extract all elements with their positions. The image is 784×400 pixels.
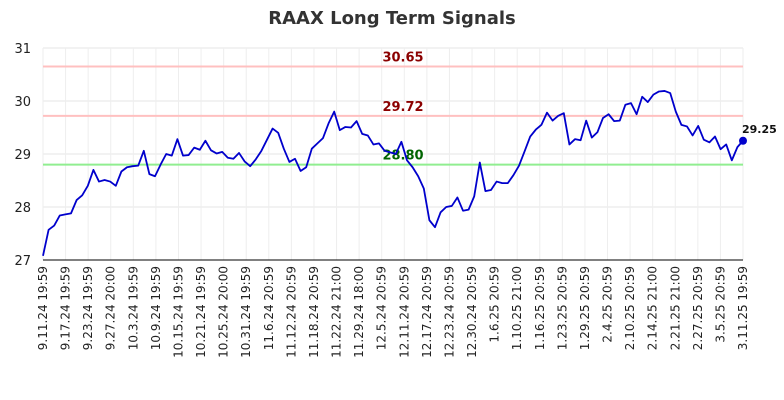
x-tick-label: 2.10.25 20:59	[623, 266, 637, 350]
x-tick-label: 10.25.24 20:00	[217, 266, 231, 358]
x-tick-label: 12.23.24 20:59	[442, 266, 456, 358]
x-tick-label: 1.6.25 20:59	[488, 266, 502, 343]
last-point-marker	[739, 136, 747, 145]
x-tick-label: 11.12.24 20:59	[284, 266, 298, 358]
x-tick-label: 12.30.24 20:59	[465, 266, 479, 358]
x-tick-label: 9.27.24 20:00	[104, 266, 118, 350]
x-tick-label: 1.16.25 20:59	[533, 266, 547, 350]
x-tick-label: 1.29.25 20:59	[578, 266, 592, 350]
y-tick-label: 27	[14, 254, 31, 269]
y-tick-label: 30	[14, 95, 31, 110]
x-tick-label: 10.15.24 19:59	[171, 266, 185, 358]
x-tick-label: 1.10.25 21:00	[510, 266, 524, 350]
x-tick-label: 3.5.25 20:59	[713, 266, 727, 343]
x-tick-label: 11.29.24 18:00	[352, 266, 366, 358]
x-tick-label: 3.11.25 19:59	[736, 266, 750, 350]
x-tick-label: 10.31.24 19:59	[239, 266, 253, 358]
x-tick-label: 12.17.24 20:59	[420, 266, 434, 358]
reference-line-label: 30.65	[382, 51, 423, 66]
reference-line-label: 28.80	[382, 149, 423, 164]
chart-title: RAAX Long Term Signals	[268, 8, 516, 29]
x-tick-label: 9.11.24 19:59	[36, 266, 50, 350]
y-tick-label: 31	[14, 42, 31, 57]
x-tick-label: 2.27.25 20:59	[691, 266, 705, 350]
x-tick-label: 12.11.24 20:59	[397, 266, 411, 358]
last-value-label: 29.25	[742, 123, 777, 136]
x-tick-label: 11.18.24 20:59	[307, 266, 321, 358]
x-tick-label: 10.9.24 19:59	[149, 266, 163, 350]
x-tick-label: 10.21.24 19:59	[194, 266, 208, 358]
x-tick-label: 10.3.24 19:59	[126, 266, 140, 350]
x-tick-label: 9.23.24 19:59	[81, 266, 95, 350]
series-line	[42, 90, 744, 256]
x-tick-label: 11.6.24 20:59	[262, 266, 276, 350]
y-tick-label: 29	[14, 148, 31, 163]
x-tick-label: 12.5.24 20:59	[375, 266, 389, 350]
x-tick-label: 1.23.25 20:59	[555, 266, 569, 350]
x-tick-label: 9.17.24 19:59	[59, 266, 73, 350]
reference-line-label: 29.72	[382, 100, 423, 115]
y-tick-label: 28	[14, 201, 31, 216]
x-tick-label: 2.4.25 20:59	[601, 266, 615, 343]
x-tick-label: 2.14.25 21:00	[646, 266, 660, 350]
x-tick-label: 2.21.25 21:00	[668, 266, 682, 350]
x-tick-label: 11.22.24 21:00	[330, 266, 344, 358]
